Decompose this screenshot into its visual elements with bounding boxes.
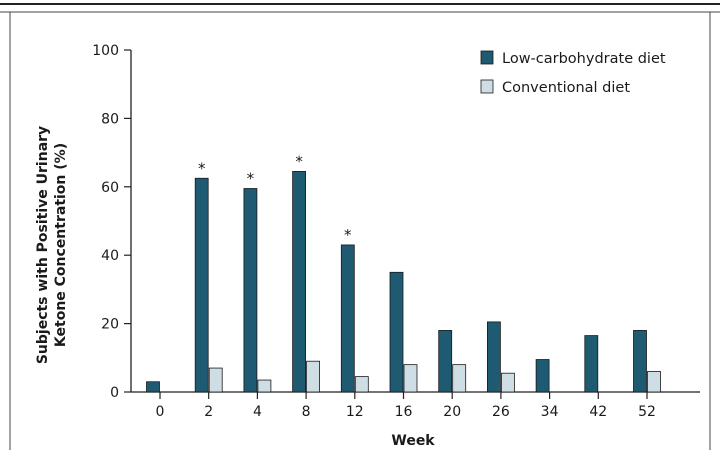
bar-conventional (354, 376, 369, 393)
bar-low-carb (340, 244, 355, 393)
x-tick-label: 52 (638, 404, 656, 420)
significance-asterisk: * (247, 170, 255, 188)
x-tick-label: 4 (253, 404, 262, 420)
x-tick-label: 42 (589, 404, 607, 420)
x-tick-label: 34 (541, 404, 559, 420)
y-tick-label: 0 (110, 385, 119, 401)
bar-low-carb (438, 330, 453, 393)
annotations: * * * * (198, 152, 352, 244)
bar-low-carb (535, 359, 550, 393)
bar-conventional (647, 371, 661, 393)
y-tick-label: 80 (101, 111, 119, 127)
y-tick-label: 100 (92, 43, 119, 59)
legend-label-conventional: Conventional diet (502, 80, 630, 96)
y-axis-title-line2: Ketone Concentration (%) (53, 143, 69, 347)
bar-low-carb (633, 330, 647, 393)
bar-conventional (306, 360, 321, 393)
legend: Low-carbohydrate diet Conventional diet (480, 50, 666, 96)
bar-low-carb (146, 381, 160, 393)
bar-low-carb (584, 335, 599, 393)
y-tick-label: 40 (101, 248, 119, 264)
x-axis-title: Week (391, 433, 435, 449)
x-tick-label: 8 (302, 404, 311, 420)
x-tick-label: 20 (443, 404, 461, 420)
bar-low-carb (243, 188, 258, 393)
y-axis-title-line1: Subjects with Positive Urinary (35, 126, 51, 364)
x-tick-label: 16 (395, 404, 413, 420)
x-tick-label: 12 (346, 404, 364, 420)
x-ticks: 0 2 4 8 12 16 20 26 34 42 52 (156, 392, 656, 420)
bar-low-carb (194, 177, 209, 393)
legend-swatch-low-carb (480, 50, 494, 65)
legend-label-low-carb: Low-carbohydrate diet (502, 51, 666, 67)
bar-low-carb (389, 271, 404, 393)
x-tick-label: 2 (204, 404, 213, 420)
legend-swatch-conventional (480, 79, 494, 94)
y-ticks: 0 20 40 60 80 100 (92, 43, 131, 401)
bar-conventional (452, 364, 467, 393)
bar-conventional (403, 364, 418, 393)
bar-low-carb (486, 321, 501, 393)
x-tick-label: 0 (156, 404, 165, 420)
bar-conventional (257, 379, 272, 393)
y-tick-label: 60 (101, 180, 119, 196)
x-tick-label: 26 (492, 404, 510, 420)
bar-conventional (208, 367, 223, 393)
significance-asterisk: * (198, 159, 206, 177)
bar-conventional (500, 372, 515, 393)
bar-low-carb (292, 171, 307, 393)
y-tick-label: 20 (101, 317, 119, 333)
significance-asterisk: * (344, 226, 352, 244)
bars (146, 171, 661, 393)
significance-asterisk: * (295, 152, 303, 170)
